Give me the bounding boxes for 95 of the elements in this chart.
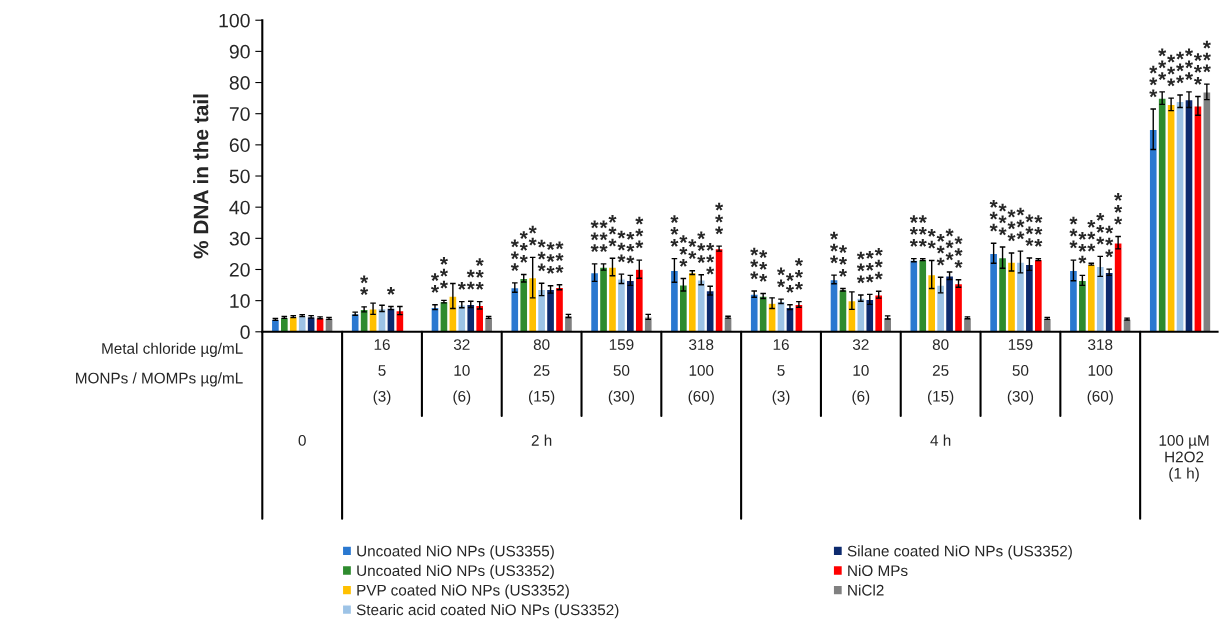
data-label: *** — [439, 257, 448, 289]
data-label: *** — [546, 242, 555, 274]
data-label: *** — [945, 228, 954, 261]
text: MONPs / MOMPs µg/mL — [76, 372, 243, 387]
legend-label: Uncoated NiO NPs (US3352) — [357, 564, 554, 580]
data-label: *** — [865, 251, 874, 283]
y-tick-label: 60 — [229, 138, 250, 153]
legend-label: NiCl2 — [848, 584, 884, 596]
legend-label: Stearic acid coated NiO NPs (US3352) — [356, 604, 619, 619]
data-label: *** — [918, 215, 927, 247]
data-label: *** — [1096, 213, 1105, 245]
x-tick-label: 32 10 (6) — [453, 339, 471, 405]
x-tick-label: 80 25 (15) — [928, 339, 954, 405]
x-tick-label: 32 10 (6) — [852, 339, 870, 405]
data-label: *** — [1025, 214, 1034, 247]
y-tick-label: 80 — [229, 76, 250, 90]
x-tick-label: 80 25 (15) — [528, 339, 555, 405]
data-label: *** — [1105, 225, 1114, 258]
data-label: *** — [1114, 193, 1123, 225]
legend-label: NiO MPs — [848, 564, 908, 577]
data-label: ** — [360, 275, 369, 296]
data-label: *** — [838, 245, 847, 277]
text: Metal chloride µg/mL — [102, 342, 243, 357]
y-tick-label: 90 — [229, 44, 250, 59]
data-label: *** — [954, 236, 963, 268]
data-label: *** — [706, 242, 715, 275]
data-label: *** — [1007, 209, 1016, 242]
x-tick-label: 16 5 (3) — [772, 339, 790, 405]
data-label: *** — [679, 235, 688, 267]
data-label: *** — [519, 231, 528, 263]
data-label: *** — [759, 250, 768, 282]
y-tick-label: 100 — [219, 13, 250, 28]
data-label: *** — [670, 215, 679, 247]
y-tick-label: 30 — [229, 231, 250, 246]
text: 2 h — [531, 434, 552, 446]
data-label: *** — [1158, 48, 1167, 81]
text: 4 h — [930, 434, 951, 446]
data-label: *** — [989, 199, 998, 232]
y-tick-label: 40 — [229, 200, 250, 215]
data-label: *** — [856, 251, 865, 284]
data-label: *** — [909, 215, 918, 247]
data-label: * — [386, 286, 395, 295]
data-label: *** — [475, 258, 484, 290]
data-label: *** — [697, 231, 706, 263]
data-label: *** — [830, 231, 839, 264]
data-label: *** — [936, 233, 945, 266]
data-label: *** — [1202, 40, 1211, 73]
text: 0 — [298, 435, 306, 446]
x-tick-label: 318 100 (60) — [1087, 339, 1113, 405]
x-tick-label: 159 50 (30) — [1007, 339, 1034, 405]
data-label: *** — [1069, 216, 1078, 249]
data-label: ** — [777, 267, 786, 288]
data-label: ** — [927, 228, 936, 249]
data-label: *** — [998, 203, 1007, 236]
data-label: *** — [1193, 53, 1202, 85]
data-label: *** — [794, 258, 803, 290]
data-label: * — [457, 281, 466, 290]
data-label: *** — [1176, 51, 1185, 84]
text: 100 µM H2O2 (1 h) — [1159, 435, 1209, 482]
y-tick-label: 70 — [229, 107, 250, 121]
data-label: ** — [688, 239, 697, 259]
data-label: *** — [599, 220, 608, 253]
y-tick-label: 20 — [229, 262, 250, 277]
data-label: *** — [590, 220, 599, 253]
data-label: *** — [608, 214, 617, 247]
legend-label: Silane coated NiO NPs (US3352) — [847, 545, 1072, 560]
y-tick-label: 0 — [240, 325, 250, 340]
legend-label: Uncoated NiO NPs (US3355) — [357, 545, 554, 560]
data-label: *** — [874, 247, 883, 280]
data-label: *** — [1167, 54, 1176, 87]
data-label: *** — [1034, 215, 1043, 247]
data-label: *** — [617, 230, 626, 263]
x-tick-label: 159 50 (30) — [608, 339, 635, 405]
data-label: *** — [510, 239, 519, 272]
x-tick-label: 16 5 (3) — [373, 339, 391, 405]
y-tick-label: 50 — [229, 169, 250, 184]
data-label: *** — [715, 202, 724, 235]
data-label: *** — [750, 247, 759, 280]
data-label: *** — [1078, 232, 1087, 264]
data-label: *** — [1016, 207, 1025, 240]
y-tick-label: 10 — [230, 294, 250, 308]
legend-label: PVP coated NiO NPs (US3352) — [357, 584, 569, 599]
data-label: *** — [1087, 219, 1096, 252]
data-label: ** — [528, 225, 537, 246]
data-label: *** — [626, 232, 635, 264]
data-label: ** — [431, 273, 440, 293]
data-label: *** — [537, 239, 546, 272]
data-label: *** — [1185, 48, 1194, 81]
x-tick-label: 318 100 (60) — [688, 339, 714, 405]
data-label: ** — [466, 269, 475, 290]
data-label: ** — [785, 273, 794, 293]
y-axis-title: % DNA in the tail — [193, 94, 209, 259]
data-label: *** — [635, 216, 644, 249]
data-label: *** — [1149, 65, 1158, 98]
data-label: *** — [555, 241, 564, 273]
